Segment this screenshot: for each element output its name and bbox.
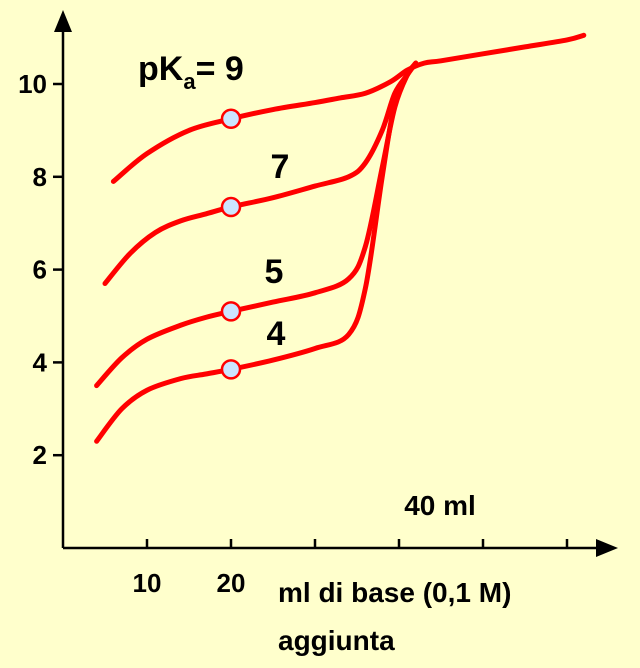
curve-pka-9 <box>110 32 587 184</box>
half-equivalence-marker-7 <box>220 196 242 218</box>
x-tick-label: 10 <box>133 568 162 598</box>
x-axis-label-line2: aggiunta <box>278 625 395 656</box>
labels: 7 5 4 pKa= 9 40 ml ml di base (0,1 M) aggiunta <box>138 50 511 656</box>
x-axis-label-line1: ml di base (0,1 M) <box>278 577 511 608</box>
axes: 2 4 6 8 10 10 20 <box>18 10 618 598</box>
series-label-4: 4 <box>267 315 286 353</box>
curves <box>94 32 587 444</box>
series-label-5: 5 <box>265 253 284 291</box>
y-tick-label: 4 <box>33 347 48 377</box>
y-axis-arrow <box>54 10 72 32</box>
pka-label: pKa= 9 <box>138 50 244 94</box>
equivalence-label: 40 ml <box>404 490 476 521</box>
curve-pka-7 <box>102 60 419 287</box>
half-equivalence-marker-5 <box>220 301 242 322</box>
half-equivalence-marker-4 <box>220 359 242 380</box>
x-tick-label: 20 <box>217 568 246 598</box>
x-axis-arrow <box>596 539 618 557</box>
y-tick-label: 8 <box>33 162 47 192</box>
y-tick-label: 6 <box>33 255 47 285</box>
half-equivalence-marker-9 <box>220 108 242 130</box>
markers <box>220 108 242 380</box>
series-label-7: 7 <box>271 148 290 186</box>
curve-pka-4 <box>94 60 419 444</box>
y-tick-label: 2 <box>33 440 47 470</box>
y-tick-label: 10 <box>18 69 47 99</box>
